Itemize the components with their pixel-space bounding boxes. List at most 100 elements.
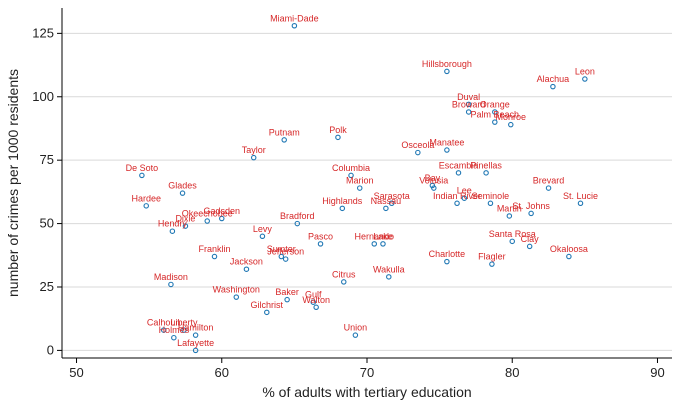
- point-hardee: [143, 203, 149, 209]
- point-duval: [465, 101, 472, 108]
- point-label-gulf: Gulf: [305, 290, 322, 300]
- point-label-clay: Clay: [521, 234, 540, 244]
- point-orange: [492, 109, 498, 115]
- y-tick-label: 100: [32, 89, 54, 104]
- point-label-escambia: Escambia: [439, 160, 479, 170]
- point-pasco: [317, 241, 324, 247]
- data-points: [139, 23, 588, 354]
- point-de-soto: [139, 172, 145, 179]
- point-label-gadsden: Gadsden: [203, 206, 240, 216]
- point-jackson: [243, 266, 250, 272]
- point-label-hernando: Hernando: [354, 231, 394, 241]
- y-axis-title: number of crimes per 1000 residents: [5, 69, 21, 297]
- point-label-de-soto: De Soto: [126, 163, 159, 173]
- point-label-osceola: Osceola: [401, 140, 434, 150]
- point-label-calhoun: Calhoun: [147, 318, 181, 328]
- axes: 0 25 50 75 100 125 50 60 70 80 90: [32, 8, 672, 380]
- point-label-broward: Broward: [452, 99, 486, 109]
- point-charlotte: [444, 258, 450, 265]
- point-label-polk: Polk: [329, 125, 347, 135]
- point-dixie: [182, 223, 189, 229]
- x-tick-label: 90: [650, 365, 664, 380]
- point-label-hendry: Hendry: [158, 219, 188, 229]
- point-santa-rosa: [509, 238, 515, 245]
- point-label-miami-dade: Miami-Dade: [270, 13, 319, 23]
- point-broward: [465, 109, 472, 115]
- point-jefferson: [282, 256, 289, 262]
- y-tick-label: 25: [40, 279, 54, 294]
- point-madison: [168, 281, 174, 288]
- point-gadsden: [219, 215, 225, 222]
- point-label-franklin: Franklin: [198, 244, 230, 254]
- point-hernando: [371, 241, 378, 247]
- x-tick-label: 80: [505, 365, 519, 380]
- point-label-monroe: Monroe: [496, 112, 527, 122]
- point-monroe: [508, 121, 514, 128]
- point-wakulla: [386, 274, 392, 280]
- point-palm-beach: [492, 119, 498, 125]
- point-hendry: [169, 228, 176, 234]
- x-tick-label: 60: [215, 365, 229, 380]
- point-label-hillsborough: Hillsborough: [422, 59, 472, 69]
- point-st-lucie: [577, 200, 584, 207]
- point-label-leon: Leon: [575, 67, 595, 77]
- point-martin: [506, 213, 513, 219]
- point-taylor: [250, 154, 257, 161]
- point-nassau: [383, 205, 389, 212]
- x-tick-label: 70: [360, 365, 374, 380]
- point-label-putnam: Putnam: [269, 127, 300, 137]
- point-label-charlotte: Charlotte: [429, 249, 466, 259]
- point-gulf: [310, 299, 317, 305]
- point-label-st-johns: St. Johns: [512, 201, 550, 211]
- point-hamilton: [192, 332, 199, 338]
- point-lafayette: [192, 347, 199, 354]
- point-gilchrist: [264, 309, 270, 316]
- point-label-bradford: Bradford: [280, 211, 315, 221]
- point-label-nassau: Nassau: [371, 196, 402, 206]
- point-escambia: [455, 170, 462, 176]
- point-label-okaloosa: Okaloosa: [550, 244, 588, 254]
- point-label-madison: Madison: [154, 272, 188, 282]
- point-label-columbia: Columbia: [332, 163, 370, 173]
- point-pinellas: [483, 170, 489, 176]
- point-baker: [284, 296, 290, 303]
- y-tick-label: 50: [40, 216, 54, 231]
- point-label-pinellas: Pinellas: [470, 160, 502, 170]
- point-label-holmes: Holmes: [159, 325, 190, 335]
- point-label-flagler: Flagler: [478, 252, 506, 262]
- point-label-alachua: Alachua: [537, 74, 570, 84]
- point-label-brevard: Brevard: [533, 176, 565, 186]
- point-label-pasco: Pasco: [308, 231, 333, 241]
- point-sumter: [278, 253, 285, 260]
- point-flagler: [489, 261, 495, 267]
- point-marion: [356, 185, 363, 191]
- point-label-lake: Lake: [373, 231, 393, 241]
- point-levy: [259, 233, 266, 240]
- point-label-glades: Glades: [168, 181, 197, 191]
- point-label-lafayette: Lafayette: [177, 338, 214, 348]
- point-glades: [179, 190, 186, 196]
- point-indian-river: [454, 200, 460, 207]
- point-label-palm-beach: Palm Beach: [471, 110, 520, 120]
- point-lee: [461, 195, 468, 201]
- point-okaloosa: [566, 253, 572, 260]
- y-tick-label: 0: [47, 342, 54, 357]
- point-label-jefferson: Jefferson: [267, 247, 304, 257]
- point-osceola: [415, 149, 421, 156]
- point-alachua: [550, 83, 556, 90]
- point-franklin: [211, 253, 218, 260]
- point-label-indian-river: Indian River: [433, 191, 481, 201]
- point-lake: [380, 241, 386, 247]
- point-label-baker: Baker: [275, 287, 299, 297]
- point-polk: [335, 134, 341, 141]
- point-miami-dade: [291, 23, 298, 29]
- point-label-jackson: Jackson: [230, 257, 263, 267]
- point-hillsborough: [444, 68, 450, 75]
- point-leon: [582, 76, 588, 82]
- y-tick-label: 125: [32, 25, 54, 40]
- point-label-seminole: Seminole: [472, 191, 510, 201]
- point-label-okeechobee: Okeechobee: [182, 209, 233, 219]
- point-label-dixie: Dixie: [175, 214, 195, 224]
- point-label-lee: Lee: [457, 186, 472, 196]
